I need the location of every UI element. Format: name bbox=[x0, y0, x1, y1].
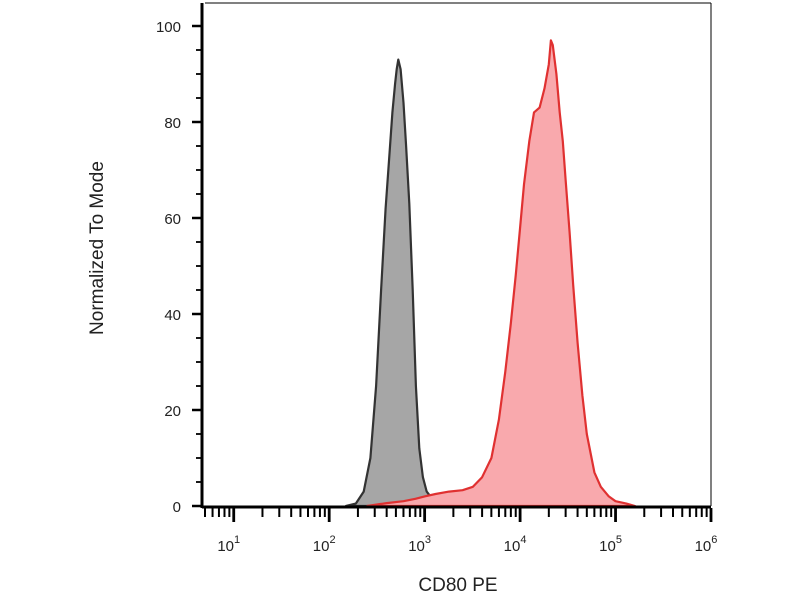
y-tick-label: 100 bbox=[156, 19, 181, 36]
x-tick-label: 101 bbox=[217, 534, 240, 555]
tick-labels: 0 20 40 60 80 100 101 102 103 104 105 106 bbox=[156, 19, 717, 555]
x-tick-label: 106 bbox=[695, 534, 718, 555]
y-tick-label: 0 bbox=[173, 499, 181, 516]
y-tick-label: 40 bbox=[164, 307, 181, 324]
y-axis-ticks bbox=[192, 24, 202, 508]
x-tick-label: 104 bbox=[504, 534, 527, 555]
x-axis-ticks bbox=[204, 508, 713, 522]
y-tick-label: 20 bbox=[164, 403, 181, 420]
x-tick-label: 105 bbox=[599, 534, 622, 555]
y-axis-title: Normalized To Mode bbox=[87, 161, 108, 335]
plot-frame bbox=[200, 2, 712, 509]
x-axis-title: CD80 PE bbox=[418, 575, 497, 596]
x-tick-label: 103 bbox=[408, 534, 431, 555]
y-tick-label: 80 bbox=[164, 115, 181, 132]
y-tick-label: 60 bbox=[164, 211, 181, 228]
plot-area bbox=[344, 39, 637, 508]
series-2-histogram bbox=[366, 39, 637, 508]
series-1-histogram bbox=[344, 58, 448, 508]
x-tick-label: 102 bbox=[313, 534, 336, 555]
